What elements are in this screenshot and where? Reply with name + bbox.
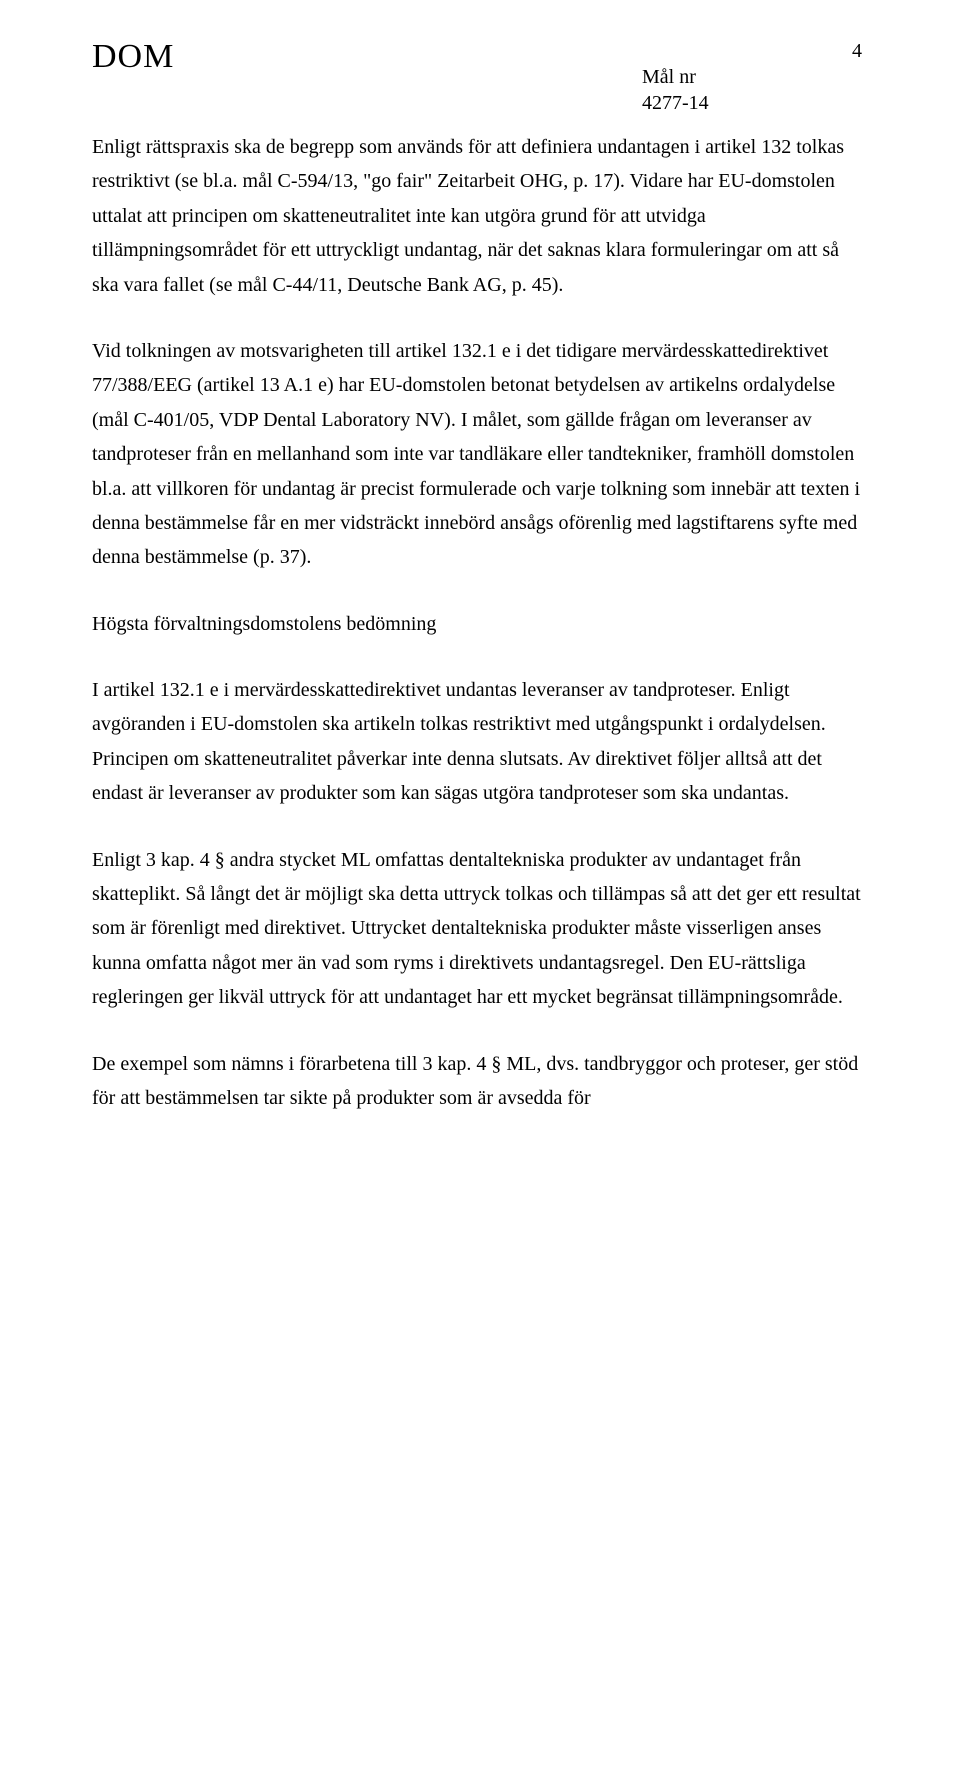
paragraph-2: Vid tolkningen av motsvarigheten till ar… <box>92 334 868 575</box>
document-body: Enligt rättspraxis ska de begrepp som an… <box>92 130 868 1115</box>
case-number-label: Mål nr <box>642 64 862 90</box>
document-type-title: DOM <box>92 38 174 76</box>
case-number-value: 4277-14 <box>642 90 862 116</box>
header-right-block: 4 Mål nr 4277-14 <box>642 38 868 116</box>
page-header: DOM 4 Mål nr 4277-14 <box>92 38 868 116</box>
paragraph-3: I artikel 132.1 e i mervärdesskattedirek… <box>92 673 868 811</box>
paragraph-4: Enligt 3 kap. 4 § andra stycket ML omfat… <box>92 843 868 1015</box>
paragraph-5: De exempel som nämns i förarbetena till … <box>92 1047 868 1116</box>
page-number: 4 <box>852 40 862 62</box>
section-heading: Högsta förvaltningsdomstolens bedömning <box>92 607 868 641</box>
paragraph-1: Enligt rättspraxis ska de begrepp som an… <box>92 130 868 302</box>
document-page: DOM 4 Mål nr 4277-14 Enligt rättspraxis … <box>0 0 960 1183</box>
